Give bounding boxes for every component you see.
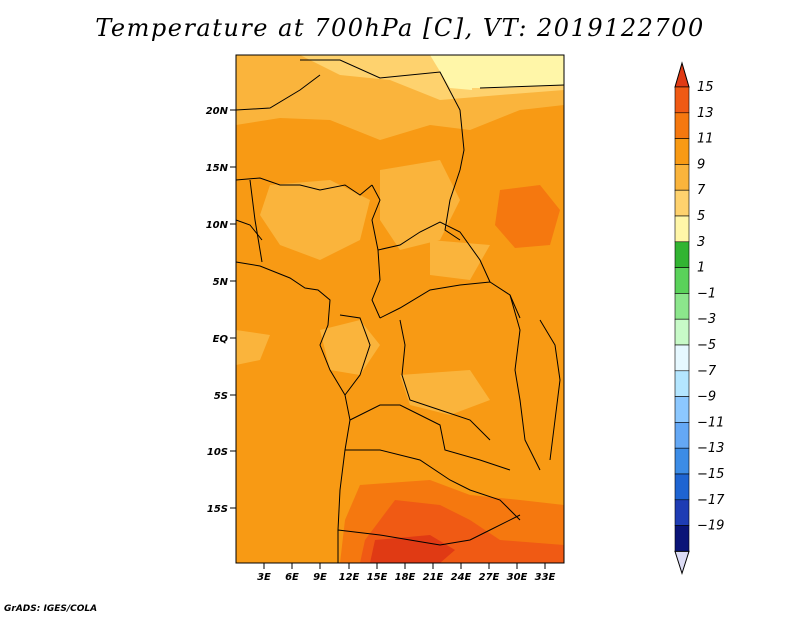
lat-tick-label: 10N <box>206 220 229 231</box>
lat-tick-label: 10S <box>207 447 228 458</box>
colorbar-label: 9 <box>697 157 705 172</box>
map-frame <box>235 54 565 564</box>
lat-tick-label: 5N <box>213 277 229 288</box>
colorbar-swatch <box>674 447 690 475</box>
colorbar-swatch <box>674 215 690 243</box>
colorbar-label: −9 <box>697 390 716 405</box>
colorbar-label: −11 <box>697 415 724 430</box>
colorbar-swatch <box>674 293 690 320</box>
colorbar-label: −19 <box>697 519 724 534</box>
colorbar-swatch <box>674 112 690 139</box>
colorbar-label: −5 <box>697 338 716 353</box>
colorbar-top-arrow <box>674 61 690 88</box>
colorbar-label: 7 <box>697 183 706 198</box>
colorbar-label: 3 <box>697 235 705 250</box>
colorbar-swatch <box>674 525 690 552</box>
country-borders <box>235 59 565 563</box>
colorbar-swatch <box>674 318 690 346</box>
lon-tick-label: 9E <box>313 572 327 583</box>
lon-tick-label: 3E <box>257 572 271 583</box>
lon-tick-label: 27E <box>479 572 500 583</box>
temperature-field <box>236 55 564 563</box>
lat-tick-label: 20N <box>206 106 229 117</box>
chart-title: Temperature at 700hPa [C], VT: 201912270… <box>95 14 705 42</box>
lon-tick-label: 6E <box>285 572 299 583</box>
lon-tick-label: 24E <box>451 572 472 583</box>
lon-tick-label: 12E <box>339 572 360 583</box>
colorbar-swatch <box>674 499 690 526</box>
colorbar-bottom-arrow <box>674 550 690 576</box>
lon-tick-label: 21E <box>423 572 444 583</box>
colorbar-swatch <box>674 138 690 165</box>
colorbar-label: −3 <box>697 312 716 327</box>
colorbar-label: −7 <box>697 364 717 379</box>
lat-tick-label: EQ <box>213 334 229 345</box>
lat-tick-label: 15S <box>207 504 228 515</box>
colorbar-swatch <box>674 86 690 114</box>
lon-tick-label: 15E <box>367 572 388 583</box>
colorbar-label: 5 <box>697 209 705 224</box>
lat-tick-label: 5S <box>214 391 228 402</box>
colorbar-swatch <box>674 344 690 372</box>
lon-tick-label: 33E <box>535 572 556 583</box>
colorbar-label: 15 <box>697 80 714 95</box>
lon-tick-label: 30E <box>507 572 528 583</box>
colorbar-swatch <box>674 267 690 294</box>
colorbar-label: 1 <box>697 261 705 276</box>
axis-ticks <box>230 109 546 569</box>
lat-tick-label: 15N <box>206 163 229 174</box>
colorbar-label: 11 <box>697 132 714 147</box>
colorbar-label: −13 <box>697 441 724 456</box>
lat-labels: 20N 15N 10N 5N EQ 5S 10S 15S <box>206 106 229 515</box>
credit-label: GrADS: IGES/COLA <box>4 604 98 614</box>
colorbar-label: 13 <box>697 106 714 121</box>
colorbar-swatch <box>674 422 690 449</box>
lon-labels: 3E 6E 9E 12E 15E 18E 21E 24E 27E 30E 33E <box>257 572 555 583</box>
colorbar-swatch <box>674 164 690 191</box>
colorbar-label: −1 <box>697 286 716 301</box>
lon-tick-label: 18E <box>395 572 416 583</box>
colorbar-swatch <box>674 370 690 397</box>
colorbar: 15 13 11 9 7 5 3 1 −1 −3 −5 −7 −9 −11 −13 −15 −17 −19 <box>674 61 725 576</box>
colorbar-label: −15 <box>697 467 724 482</box>
colorbar-label: −17 <box>697 493 725 508</box>
colorbar-swatch <box>674 189 690 217</box>
colorbar-swatch <box>674 473 690 501</box>
colorbar-swatch <box>674 396 690 423</box>
colorbar-swatch <box>674 241 690 268</box>
